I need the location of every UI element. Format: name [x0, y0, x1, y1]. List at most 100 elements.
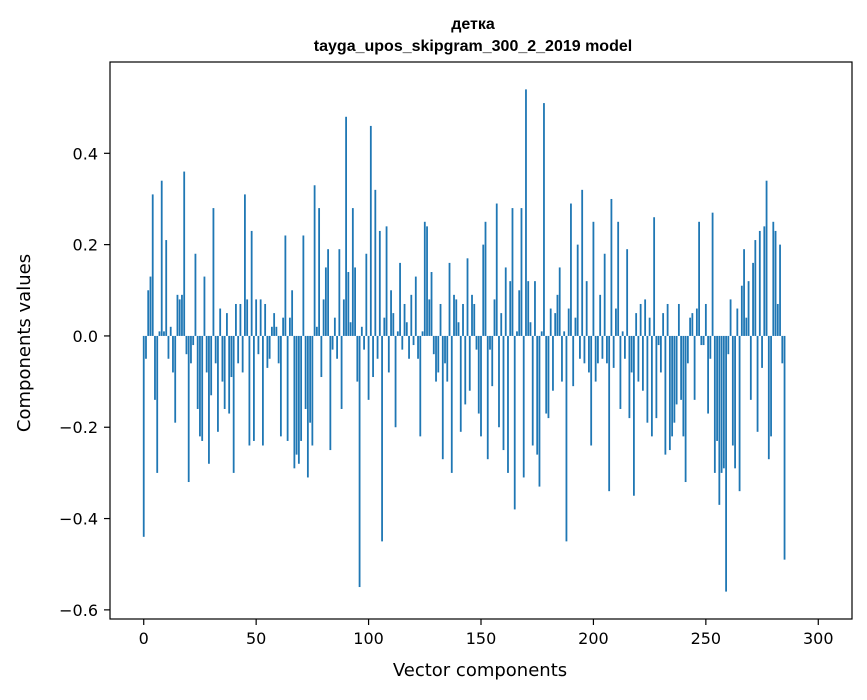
- bar: [707, 335, 709, 414]
- bar: [329, 335, 332, 451]
- bar: [704, 303, 707, 336]
- bar: [574, 317, 577, 336]
- bar: [183, 171, 186, 336]
- bar: [437, 335, 440, 373]
- bar: [318, 208, 321, 336]
- bar: [414, 276, 417, 336]
- bar: [781, 335, 784, 364]
- bar: [659, 335, 662, 373]
- bar: [246, 299, 249, 336]
- bar: [511, 208, 514, 336]
- bar: [172, 335, 174, 373]
- bar: [597, 335, 599, 364]
- bar: [491, 335, 494, 387]
- bar: [394, 335, 397, 428]
- bar: [547, 335, 550, 419]
- bar: [745, 317, 748, 336]
- bar: [752, 262, 754, 336]
- bar: [475, 335, 478, 350]
- bar: [700, 335, 703, 346]
- x-axis-label: Vector components: [393, 660, 567, 681]
- bar: [583, 335, 586, 364]
- bar: [610, 198, 613, 336]
- bar: [527, 281, 530, 336]
- bar: [756, 335, 759, 432]
- bar: [637, 335, 640, 382]
- bar: [439, 303, 442, 336]
- bar: [275, 326, 278, 336]
- bar: [734, 335, 736, 469]
- bar: [345, 116, 347, 336]
- bar: [311, 335, 314, 446]
- bar: [486, 335, 489, 460]
- bar: [383, 317, 386, 336]
- bar: [554, 313, 557, 336]
- bar: [455, 299, 458, 336]
- bar: [347, 272, 350, 336]
- bar: [545, 335, 548, 414]
- bar: [441, 335, 444, 460]
- bar: [336, 335, 338, 359]
- bar: [722, 335, 725, 469]
- bar: [178, 299, 181, 336]
- bar: [181, 294, 183, 336]
- bar: [520, 208, 523, 336]
- bar: [772, 221, 775, 336]
- bar: [621, 331, 624, 336]
- bar: [230, 335, 233, 378]
- bar: [405, 322, 408, 336]
- bar: [713, 335, 716, 473]
- bar: [763, 226, 766, 336]
- bar: [417, 335, 419, 359]
- bar: [536, 335, 539, 455]
- bar: [657, 335, 660, 346]
- bar: [378, 230, 381, 336]
- bar: [464, 335, 467, 405]
- bar: [187, 335, 190, 483]
- bar: [561, 335, 563, 382]
- bar: [268, 335, 271, 359]
- bar: [558, 267, 561, 336]
- bar: [408, 335, 410, 359]
- bar: [338, 249, 341, 336]
- bar: [462, 303, 464, 336]
- bar: [324, 267, 327, 336]
- bar: [585, 281, 588, 336]
- bar: [421, 331, 424, 336]
- bar: [360, 326, 363, 336]
- x-tick-label: 50: [246, 629, 266, 648]
- bar: [468, 335, 471, 391]
- bar: [286, 335, 289, 441]
- bar: [749, 335, 752, 400]
- bar: [273, 313, 276, 336]
- bar: [282, 317, 285, 336]
- bar: [549, 308, 552, 336]
- bar: [783, 335, 786, 560]
- bar: [208, 335, 210, 464]
- bar: [390, 290, 392, 336]
- bar: [214, 335, 217, 364]
- bar: [495, 203, 498, 336]
- bar: [340, 335, 343, 409]
- bar: [718, 335, 721, 505]
- bar: [320, 335, 323, 378]
- bar: [142, 335, 145, 537]
- bar: [686, 335, 689, 364]
- bar: [313, 185, 316, 336]
- y-axis-label: Components values: [14, 254, 35, 432]
- bar: [648, 317, 651, 336]
- bar: [477, 335, 480, 414]
- bar: [457, 322, 460, 336]
- bar: [327, 249, 329, 336]
- bar: [525, 89, 527, 336]
- bar: [199, 335, 201, 437]
- bar: [151, 194, 154, 336]
- bar: [302, 235, 305, 336]
- bar: [779, 244, 781, 336]
- y-tick-label: −0.2: [59, 418, 98, 437]
- bar: [201, 335, 204, 441]
- bar: [572, 335, 575, 387]
- bar: [306, 335, 309, 478]
- bar: [507, 335, 509, 473]
- x-axis-ticks: 0 50 100 150 200 250 300: [139, 619, 834, 648]
